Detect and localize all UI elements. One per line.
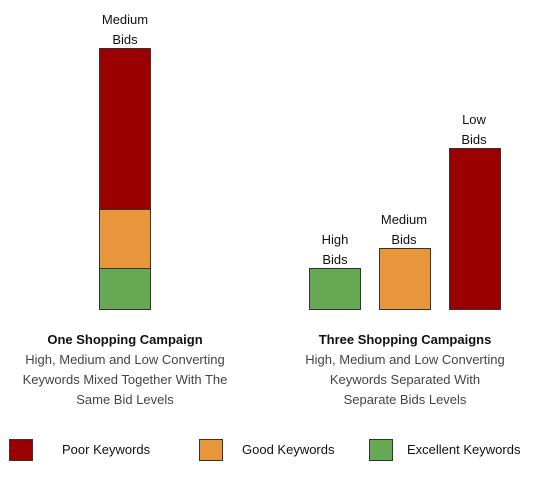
right-bar-low-label-line2: Bids — [461, 132, 487, 147]
right-caption-line2: Keywords Separated With — [329, 372, 481, 387]
right-bar-low-label: Low Bids — [434, 110, 514, 150]
right-bar-medium — [379, 248, 431, 310]
left-bar-label: Medium Bids — [85, 10, 165, 50]
right-bar-high — [309, 268, 361, 310]
right-caption-title: Three Shopping Campaigns — [318, 332, 492, 347]
right-bar-medium-label-line2: Bids — [391, 232, 417, 247]
right-caption-line3: Separate Bids Levels — [343, 392, 467, 407]
legend-label-poor: Poor Keywords — [62, 442, 151, 457]
right-bar-low — [449, 148, 501, 310]
legend-swatch-good — [199, 439, 223, 461]
right-bar-low-label-line1: Low — [462, 112, 486, 127]
legend-label-good: Good Keywords — [242, 442, 335, 457]
right-caption-line1: High, Medium and Low Converting — [305, 352, 505, 367]
left-caption-line2: Keywords Mixed Together With The — [22, 372, 228, 387]
left-caption-line1: High, Medium and Low Converting — [25, 352, 225, 367]
right-bar-high-label-line2: Bids — [322, 252, 348, 267]
left-caption-title: One Shopping Campaign — [47, 332, 203, 347]
left-bar-label-line2: Bids — [112, 32, 138, 47]
right-bar-high-label: High Bids — [295, 230, 375, 270]
right-bar-medium-label: Medium Bids — [364, 210, 444, 250]
right-bar-high-label-line1: High — [321, 232, 349, 247]
right-bar-medium-label-line1: Medium — [380, 212, 428, 227]
legend-swatch-excellent — [369, 439, 393, 461]
left-bar-label-line1: Medium — [101, 12, 149, 27]
left-segment-poor — [99, 48, 151, 211]
left-stacked-bar — [99, 48, 151, 310]
left-caption-line3: Same Bid Levels — [76, 392, 174, 407]
left-segment-good — [99, 209, 151, 270]
legend-swatch-poor — [9, 439, 33, 461]
legend-label-excellent: Excellent Keywords — [407, 442, 521, 457]
left-segment-excellent — [99, 268, 151, 310]
